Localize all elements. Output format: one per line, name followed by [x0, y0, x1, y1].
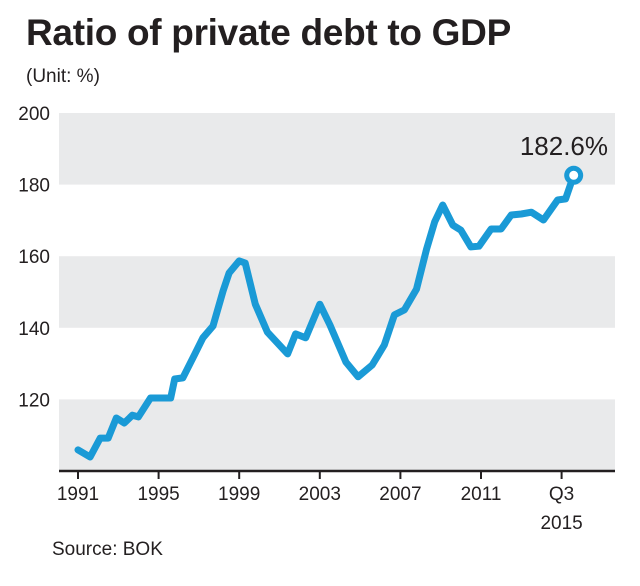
y-tick-label: 200: [18, 104, 50, 125]
x-tick-label: 1999: [218, 484, 260, 505]
latest-point-marker: [564, 165, 584, 185]
grid-band: [59, 113, 615, 185]
y-tick-label: 180: [18, 176, 50, 197]
y-tick-label: 160: [18, 247, 50, 268]
grid-band: [59, 399, 615, 471]
x-tick-label: 2007: [379, 484, 421, 505]
chart-title: Ratio of private debt to GDP: [26, 12, 511, 53]
y-tick-label: 120: [18, 390, 50, 411]
x-tick-label: 1991: [57, 484, 99, 505]
x-tick-label: Q3: [549, 484, 574, 505]
chart-unit: (Unit: %): [26, 66, 100, 87]
x-tick-label: 2011: [461, 484, 502, 505]
x-tick-label: 2003: [299, 484, 341, 505]
y-tick-label: 140: [18, 319, 50, 340]
x-tick-label: 1995: [137, 484, 179, 505]
chart-source: Source: BOK: [52, 539, 163, 560]
latest-value-label: 182.6%: [520, 131, 608, 161]
x-tick-label-year: 2015: [540, 513, 582, 534]
grid-band: [59, 256, 615, 328]
